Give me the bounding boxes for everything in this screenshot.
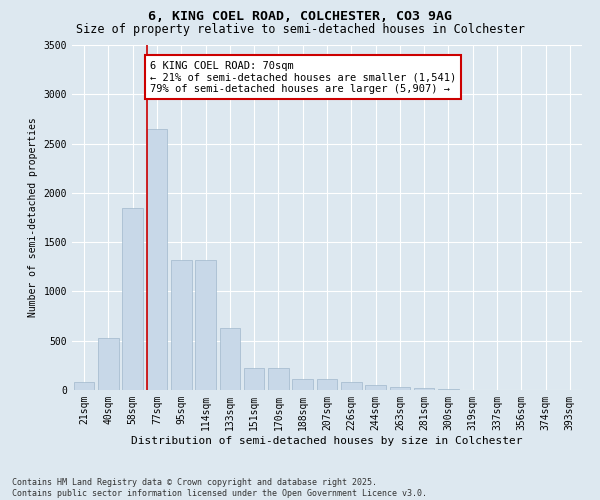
Bar [122,208,143,390]
Bar [220,328,240,390]
Bar [244,368,265,390]
Y-axis label: Number of semi-detached properties: Number of semi-detached properties [28,118,38,318]
Bar [341,382,362,390]
Bar [146,129,167,390]
Text: 6 KING COEL ROAD: 70sqm
← 21% of semi-detached houses are smaller (1,541)
79% of: 6 KING COEL ROAD: 70sqm ← 21% of semi-de… [150,60,456,94]
Bar [389,387,410,390]
Text: 6, KING COEL ROAD, COLCHESTER, CO3 9AG: 6, KING COEL ROAD, COLCHESTER, CO3 9AG [148,10,452,23]
Text: Contains HM Land Registry data © Crown copyright and database right 2025.
Contai: Contains HM Land Registry data © Crown c… [12,478,427,498]
Bar [74,382,94,390]
Bar [365,385,386,390]
Bar [195,260,216,390]
Bar [414,388,434,390]
Bar [292,379,313,390]
X-axis label: Distribution of semi-detached houses by size in Colchester: Distribution of semi-detached houses by … [131,436,523,446]
Text: Size of property relative to semi-detached houses in Colchester: Size of property relative to semi-detach… [76,22,524,36]
Bar [268,368,289,390]
Bar [438,389,459,390]
Bar [171,260,191,390]
Bar [317,379,337,390]
Bar [98,338,119,390]
